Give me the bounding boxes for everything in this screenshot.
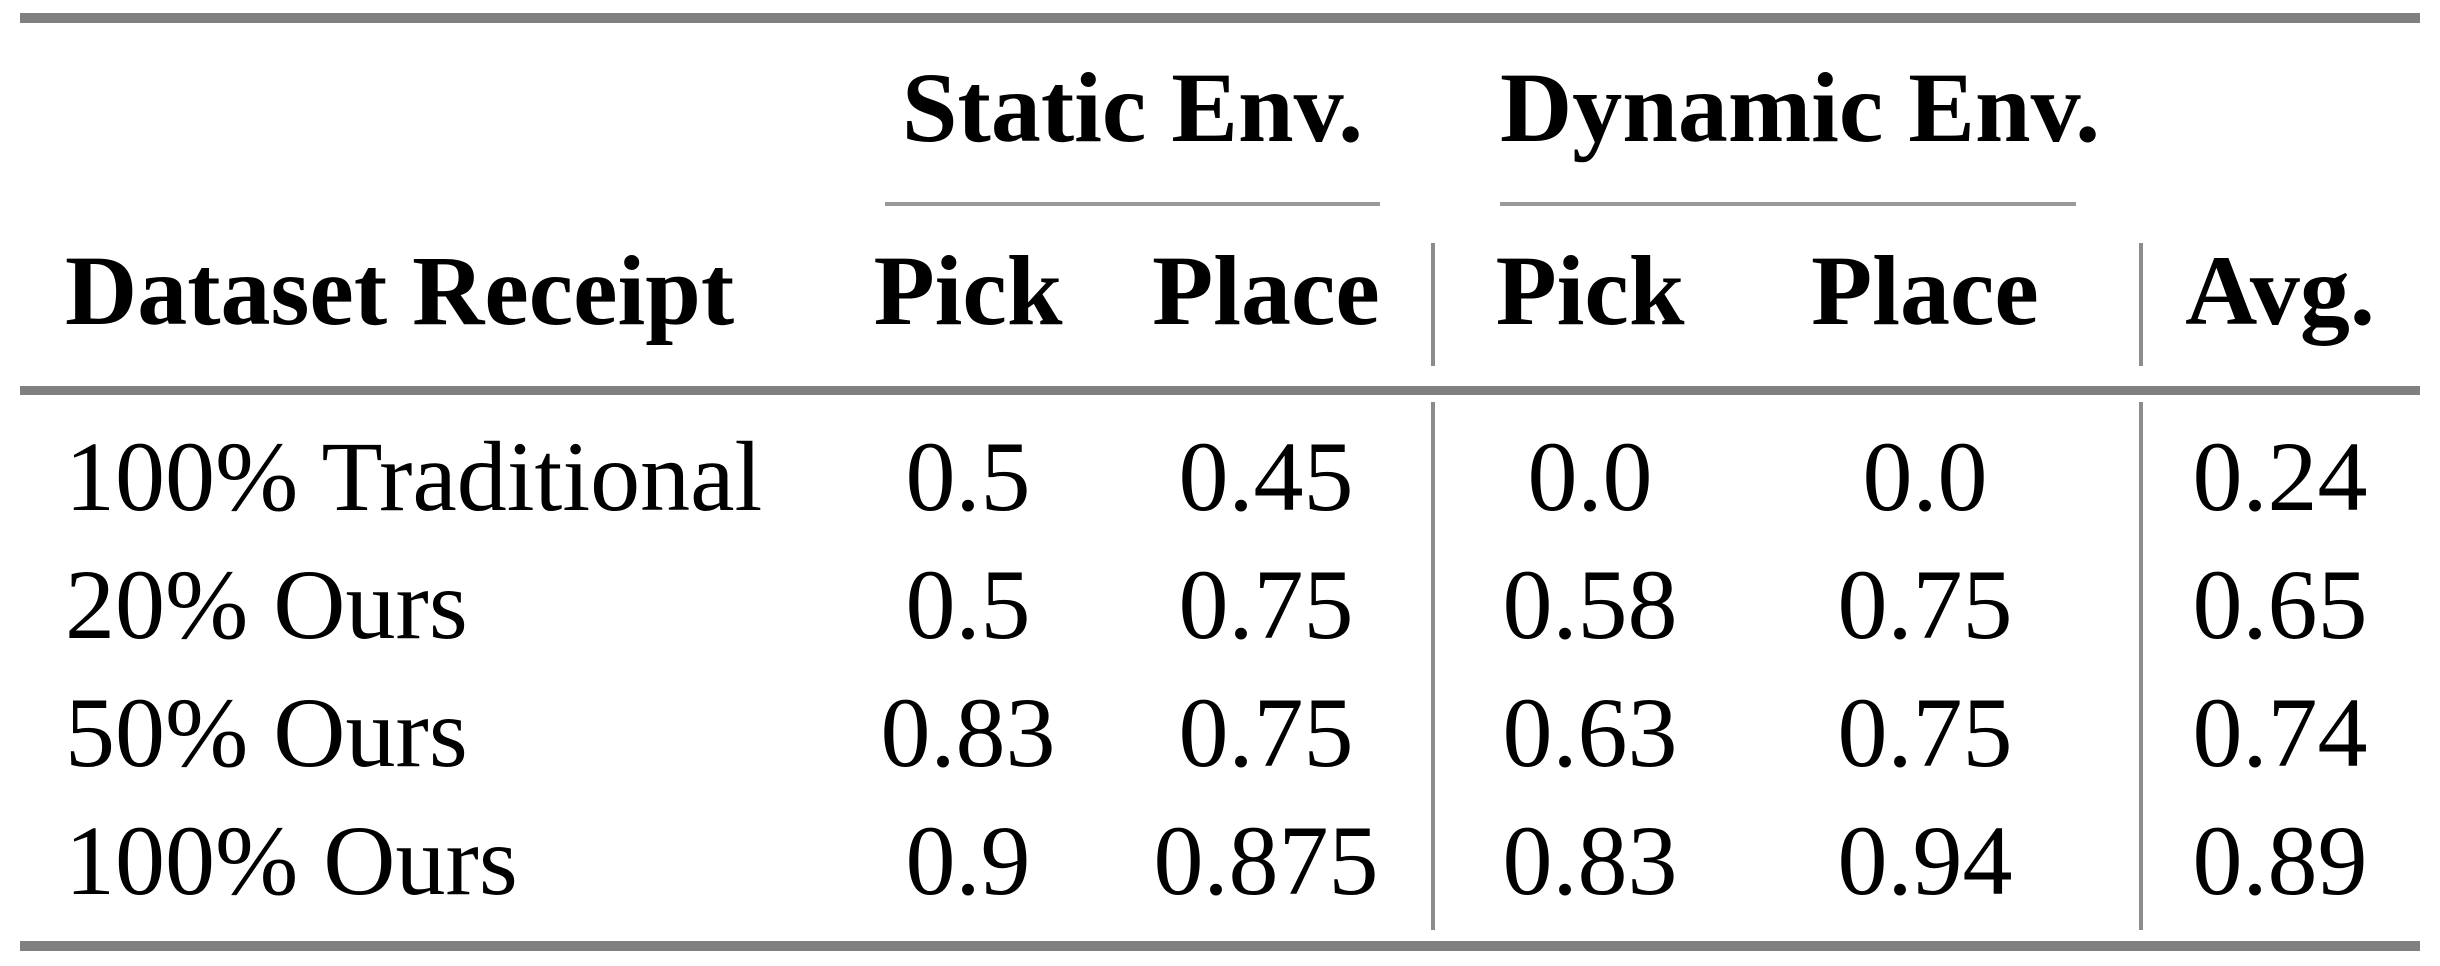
vertical-separator-static-dynamic-header: [1431, 243, 1435, 366]
row-label: 20% Ours: [65, 549, 468, 660]
cell-dynamic-pick: 0.58: [1502, 549, 1678, 660]
cell-static-pick: 0.5: [905, 421, 1031, 532]
table-top-rule: [20, 13, 2420, 23]
table-row: 100% Traditional 0.5 0.45 0.0 0.0 0.24: [0, 418, 2440, 536]
cell-static-place: 0.45: [1178, 421, 1354, 532]
column-group-header-row: Static Env. Dynamic Env.: [0, 49, 2440, 167]
cell-dynamic-pick: 0.63: [1502, 677, 1678, 788]
cell-dynamic-pick: 0.83: [1502, 805, 1678, 916]
cell-avg: 0.65: [2192, 549, 2368, 660]
column-header-avg: Avg.: [2185, 235, 2375, 346]
column-header-dataset-receipt: Dataset Receipt: [65, 235, 735, 346]
vertical-separator-static-dynamic-body: [1431, 402, 1435, 930]
cell-static-place: 0.75: [1178, 549, 1354, 660]
cell-static-pick: 0.5: [905, 549, 1031, 660]
column-group-dynamic-env: Dynamic Env.: [1500, 52, 2101, 163]
column-header-place-dynamic: Place: [1811, 235, 2039, 346]
table-header-rule: [20, 386, 2420, 395]
cell-dynamic-place: 0.0: [1862, 421, 1988, 532]
column-header-pick-static: Pick: [873, 235, 1063, 346]
cell-avg: 0.74: [2192, 677, 2368, 788]
cell-static-place: 0.75: [1178, 677, 1354, 788]
table-row: 100% Ours 0.9 0.875 0.83 0.94 0.89: [0, 802, 2440, 920]
cell-static-place: 0.875: [1153, 805, 1379, 916]
cell-static-pick: 0.9: [905, 805, 1031, 916]
cell-avg: 0.24: [2192, 421, 2368, 532]
row-label: 100% Ours: [65, 805, 518, 916]
cell-dynamic-pick: 0.0: [1527, 421, 1653, 532]
column-header-pick-dynamic: Pick: [1495, 235, 1685, 346]
row-label: 50% Ours: [65, 677, 468, 788]
table-bottom-rule: [20, 941, 2420, 951]
static-env-underline: [885, 202, 1380, 206]
column-header-row: Dataset Receipt Pick Place Pick Place Av…: [0, 232, 2440, 350]
dynamic-env-underline: [1500, 202, 2076, 206]
column-group-static-env: Static Env.: [901, 52, 1364, 163]
cell-dynamic-place: 0.75: [1837, 677, 2013, 788]
table-row: 20% Ours 0.5 0.75 0.58 0.75 0.65: [0, 546, 2440, 664]
cell-avg: 0.89: [2192, 805, 2368, 916]
vertical-separator-dynamic-avg-header: [2139, 243, 2143, 366]
vertical-separator-dynamic-avg-body: [2139, 402, 2143, 930]
cell-dynamic-place: 0.75: [1837, 549, 2013, 660]
cell-dynamic-place: 0.94: [1837, 805, 2013, 916]
column-header-place-static: Place: [1152, 235, 1380, 346]
row-label: 100% Traditional: [65, 421, 763, 532]
cell-static-pick: 0.83: [880, 677, 1056, 788]
table-row: 50% Ours 0.83 0.75 0.63 0.75 0.74: [0, 674, 2440, 792]
